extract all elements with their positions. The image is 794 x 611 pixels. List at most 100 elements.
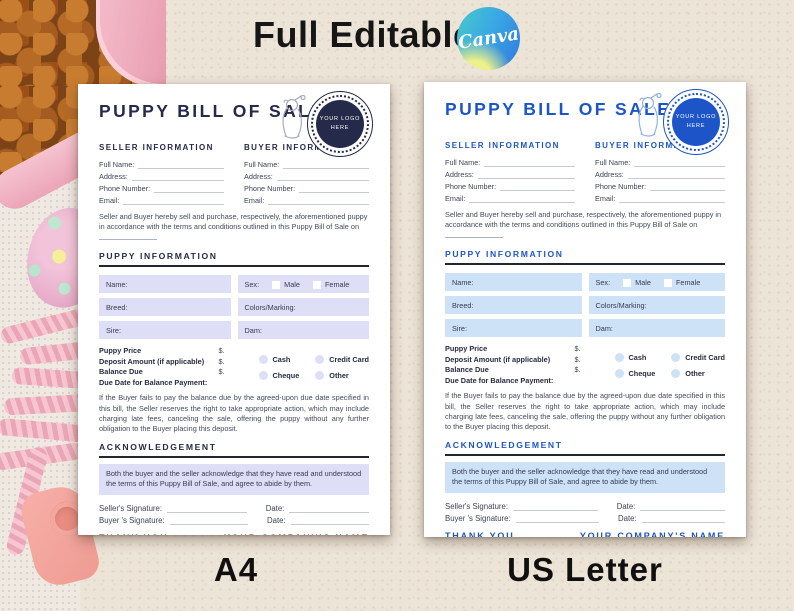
puppy-dam-cell[interactable]: Dam: — [588, 319, 725, 338]
seller-date-line[interactable] — [640, 502, 726, 511]
acknowledgement-heading: ACKNOWLEDGEMENT — [99, 441, 217, 452]
payment-methods: Cash Credit Card Cheque Other — [245, 346, 369, 388]
company-name-label: YOUR COMPANY'S NAME — [579, 530, 725, 537]
puppy-information-heading: PUPPY INFORMATION — [99, 251, 218, 262]
buyer-email-line[interactable] — [268, 196, 369, 205]
female-checkbox[interactable] — [663, 278, 672, 287]
acknowledgement-heading: ACKNOWLEDGEMENT — [445, 439, 563, 450]
female-checkbox[interactable] — [312, 280, 321, 289]
section-divider — [445, 263, 725, 266]
cheque-checkbox[interactable] — [258, 370, 268, 380]
acknowledgement-text: Both the buyer and the seller acknowledg… — [445, 462, 725, 493]
banner-title: Full Editable — [253, 14, 474, 55]
sale-date-line[interactable] — [99, 233, 157, 240]
other-checkbox[interactable] — [671, 368, 681, 378]
seller-signature-line[interactable] — [513, 502, 598, 511]
buyer-signature-line[interactable] — [515, 514, 599, 523]
puppy-colors-cell[interactable]: Colors/Marking: — [588, 296, 725, 315]
puppy-sire-cell[interactable]: Sire: — [445, 319, 582, 338]
banner: Full Editable Canva — [0, 0, 794, 76]
logo-placeholder-badge[interactable]: YOUR LOGO HERE — [307, 91, 373, 157]
puppy-breed-cell[interactable]: Breed: — [445, 296, 582, 315]
seller-signature-row: Seller's Signature: Date: — [445, 499, 726, 511]
seller-address-line[interactable] — [131, 172, 224, 181]
payment-section: Puppy Price $. Deposit Amount (if applic… — [445, 344, 725, 386]
payment-amounts: Puppy Price $. Deposit Amount (if applic… — [445, 344, 601, 386]
other-option: Other — [315, 370, 369, 380]
dog-accessories-photo — [0, 0, 166, 611]
cash-checkbox[interactable] — [258, 354, 268, 364]
male-checkbox[interactable] — [623, 278, 632, 287]
balance-due-row: Balance Due $. — [445, 365, 581, 375]
buyer-date-line[interactable] — [290, 516, 369, 525]
seller-phone-line[interactable] — [154, 184, 224, 193]
payment-amounts: Puppy Price $. Deposit Amount (if applic… — [99, 346, 245, 388]
buyer-full-name-line[interactable] — [634, 158, 725, 167]
section-divider — [99, 265, 369, 268]
seller-email-line[interactable] — [469, 194, 575, 203]
female-option: Female — [312, 280, 349, 289]
logo-placeholder-badge[interactable]: YOUR LOGO HERE — [663, 89, 729, 155]
document-us-letter: PUPPY BILL OF SALE YOUR LOGO HERE — [424, 82, 746, 537]
sale-date-line[interactable] — [445, 231, 503, 238]
buyer-information-section: BUYER INFORMATION Full Name: Address: Ph… — [244, 143, 369, 205]
dog-sketch-icon — [638, 93, 662, 137]
canva-logo-label: Canva — [456, 23, 521, 54]
closing-row: THANK YOU YOUR COMPANY'S NAME — [99, 533, 369, 535]
puppy-price-row: Puppy Price $. — [445, 344, 581, 354]
puppy-name-cell[interactable]: Name: — [99, 275, 231, 294]
seller-full-name-line[interactable] — [484, 158, 575, 167]
cheque-option: Cheque — [614, 368, 655, 378]
thank-you-label: THANK YOU — [445, 530, 515, 537]
buyer-full-name-field: Full Name: — [244, 157, 369, 169]
other-option: Other — [671, 368, 725, 378]
cheque-checkbox[interactable] — [614, 368, 624, 378]
seller-full-name-line[interactable] — [138, 160, 224, 169]
seller-heading: SELLER INFORMATION — [445, 141, 560, 150]
puppy-price-row: Puppy Price $. — [99, 346, 225, 356]
buyer-address-line[interactable] — [276, 172, 369, 181]
puppy-sire-cell[interactable]: Sire: — [99, 321, 231, 340]
cash-option: Cash — [258, 354, 300, 364]
logo-text: YOUR LOGO HERE — [316, 100, 364, 148]
seller-email-field: Email: — [99, 193, 224, 205]
buyer-address-line[interactable] — [627, 170, 725, 179]
credit-card-checkbox[interactable] — [315, 354, 325, 364]
other-checkbox[interactable] — [315, 370, 325, 380]
buyer-date-line[interactable] — [641, 514, 725, 523]
cash-checkbox[interactable] — [614, 352, 624, 362]
seller-date-line[interactable] — [289, 504, 370, 513]
seller-phone-line[interactable] — [500, 182, 575, 191]
thank-you-label: THANK YOU — [99, 533, 169, 535]
buyer-information-section: BUYER INFORMATION Full Name: Address: Ph… — [595, 141, 725, 203]
caption-a4: A4 — [213, 551, 259, 588]
buyer-email-line[interactable] — [619, 194, 725, 203]
puppy-name-cell[interactable]: Name: — [445, 273, 582, 292]
buyer-email-field: Email: — [595, 191, 725, 203]
buyer-full-name-line[interactable] — [283, 160, 369, 169]
seller-email-line[interactable] — [123, 196, 224, 205]
buyer-signature-line[interactable] — [169, 516, 248, 525]
buyer-phone-line[interactable] — [650, 182, 725, 191]
puppy-sex-cell: Sex: Male Female — [588, 273, 725, 292]
balance-due-row: Balance Due $. — [99, 367, 225, 377]
credit-card-option: Credit Card — [315, 354, 369, 364]
puppy-dam-cell[interactable]: Dam: — [237, 321, 369, 340]
seller-address-line[interactable] — [477, 170, 575, 179]
dog-sketch-icon — [282, 95, 306, 139]
due-date-row: Due Date for Balance Payment: — [99, 377, 208, 387]
seller-information-section: SELLER INFORMATION Full Name: Address: P… — [445, 141, 575, 203]
male-checkbox[interactable] — [272, 280, 281, 289]
seller-signature-row: Seller's Signature: Date: — [99, 501, 370, 513]
buyer-email-field: Email: — [244, 193, 369, 205]
cheque-option: Cheque — [258, 370, 299, 380]
credit-card-checkbox[interactable] — [671, 352, 681, 362]
buyer-phone-field: Phone Number: — [244, 181, 369, 193]
puppy-breed-cell[interactable]: Breed: — [99, 298, 231, 317]
buyer-phone-line[interactable] — [299, 184, 369, 193]
seller-signature-line[interactable] — [167, 504, 247, 513]
puppy-colors-cell[interactable]: Colors/Marking: — [237, 298, 369, 317]
seller-full-name-field: Full Name: — [99, 157, 224, 169]
buyer-address-field: Address: — [595, 167, 725, 179]
